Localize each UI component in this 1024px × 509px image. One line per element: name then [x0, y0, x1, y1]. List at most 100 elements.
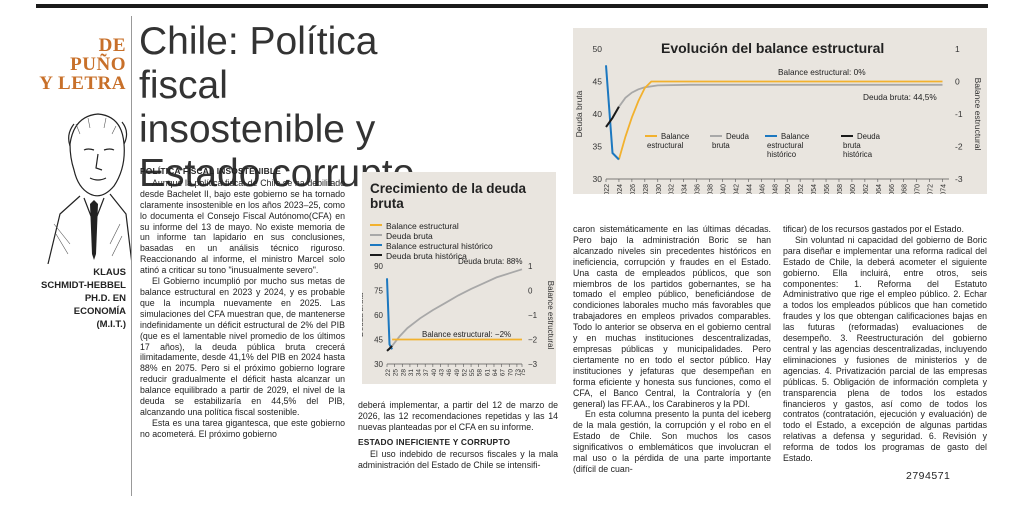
legend-item: Balance estructural histórico [370, 236, 493, 251]
x-tick-label: 25 [393, 369, 400, 377]
chart-annotation: Balance estructural: −2% [422, 330, 511, 339]
y-right-axis-title: Balance estructural [973, 78, 983, 151]
x-tick-label: 75 [520, 369, 527, 377]
section-heading: ESTADO INEFICIENTE Y CORRUPTO [358, 436, 511, 447]
author-portrait [47, 113, 132, 264]
legend-swatch [370, 224, 382, 227]
structural-balance-chart: Evolución del balance estructural 50 45 40… [573, 28, 987, 194]
legend-label: histórico [767, 150, 797, 159]
section-label-line: Y LETRA [39, 73, 126, 94]
x-tick-label: 2038 [708, 184, 715, 194]
legend-item: Balance estructural [370, 216, 493, 231]
legend-swatch [370, 254, 382, 257]
legend-label: estructural [647, 141, 684, 150]
legend-label: histórica [843, 150, 873, 159]
series-line-deuda-bruta-histórica [605, 106, 620, 128]
legend-label: Balance estructural histórico [386, 241, 493, 251]
legend-label: Deuda [726, 132, 750, 141]
legend-label: bruta [712, 141, 730, 150]
paragraph: tificar) de los recursos gastados por el… [783, 224, 964, 234]
x-tick-label: 49 [454, 369, 461, 377]
legend-label: Deuda bruta [386, 231, 433, 241]
y-left-tick-label: 40 [593, 109, 603, 119]
x-tick-label: 2034 [682, 184, 689, 194]
legend-label: estructural [767, 141, 804, 150]
y-right-tick-label: 0 [955, 77, 960, 87]
x-tick-label: 2074 [941, 184, 948, 194]
series-line-balance-estructural-histórico [386, 278, 393, 350]
x-tick-label: 2046 [759, 184, 766, 194]
author-name: SCHMIDT-HEBBEL [41, 280, 126, 291]
chart-annotation: Deuda bruta: 44,5% [863, 92, 937, 102]
paragraph: El uso indebido de recursos fiscales y l… [358, 448, 558, 470]
article-column-3: caron sistemáticamente en las últimas dé… [573, 224, 771, 475]
article-title: Chile: Política fiscal insostenible y Es… [139, 20, 415, 195]
legend-label: Balance [661, 132, 689, 141]
paragraph: Sin voluntad ni capacidad del gobierno d… [783, 234, 987, 464]
x-tick-label: 46 [446, 369, 453, 377]
x-tick-label: 2060 [850, 184, 857, 194]
series-line-balance-estructural-histórico [605, 65, 620, 161]
section-heading: POLÍTICA FISCAL INSOSTENIBLE [140, 166, 282, 176]
x-tick-label: 61 [484, 369, 491, 377]
y-left-tick-label: 45 [374, 336, 383, 345]
y-left-tick-label: 90 [374, 262, 383, 271]
x-tick-label: 64 [492, 369, 499, 377]
chart-plot: 90 75 60 45 30 1 0 −1 −2 −3 22 25 28 31 34 37 40 43 46 49 52… [362, 257, 555, 377]
column-divider [131, 16, 132, 496]
x-tick-label: 31 [408, 369, 415, 377]
x-tick-label: 52 [461, 369, 468, 377]
x-tick-label: 2050 [785, 184, 792, 194]
x-tick-label: 28 [400, 369, 407, 377]
x-tick-label: 58 [477, 369, 484, 377]
chart-plot: 50 45 40 35 30 1 0 -1 -2 -3 2022 2024 2026 2028 2030 20… [574, 44, 983, 194]
legend-label: Deuda bruta histórica [386, 251, 467, 261]
chart-title: Evolución del balance estructural [661, 40, 885, 56]
y-right-tick-label: 1 [955, 44, 960, 54]
x-tick-label: 2044 [746, 184, 753, 194]
y-left-tick-label: 30 [374, 360, 383, 369]
x-tick-label: 2024 [617, 184, 624, 194]
y-left-tick-label: 45 [593, 77, 603, 87]
x-tick-label: 2040 [720, 184, 727, 194]
author-byline: KLAUS SCHMIDT-HEBBEL PH.D. EN ECONOMÍA (… [36, 266, 126, 331]
y-right-axis-title: Balance estructural [546, 281, 555, 350]
chart-annotation: Balance estructural: 0% [778, 67, 866, 77]
x-tick-label: 2028 [643, 184, 650, 194]
chart-title: Crecimiento de la deuda bruta [370, 181, 527, 211]
paragraph: deberá implementar, a partir del 12 de m… [358, 400, 558, 432]
x-tick-label: 2058 [837, 184, 844, 194]
paragraph: caron sistemáticamente en las últimas dé… [573, 224, 771, 409]
x-tick-label: 34 [416, 369, 423, 377]
y-right-tick-label: 0 [528, 287, 533, 296]
chart-legend: Balance estructural Deuda bruta Balance … [370, 216, 493, 261]
legend-label: Balance [781, 132, 809, 141]
article-column-2: deberá implementar, a partir del 12 de m… [358, 400, 558, 470]
section-label-line: PUÑO [70, 54, 126, 75]
x-tick-label: 55 [469, 369, 476, 377]
series-line-deuda-bruta [618, 83, 943, 108]
y-right-tick-label: 1 [528, 262, 533, 271]
x-tick-label: 2042 [733, 184, 740, 194]
x-tick-label: 43 [438, 369, 445, 377]
y-right-tick-label: −3 [528, 360, 538, 369]
top-rule [36, 4, 988, 8]
paragraph: Aunque la política fiscal de Chile se ha… [140, 177, 345, 276]
legend-label: bruta [843, 141, 861, 150]
legend-item: Deuda bruta histórica [370, 246, 493, 261]
x-tick-label: 70 [507, 369, 514, 377]
paragraph: En esta columna presento la punta del ic… [573, 409, 771, 474]
y-right-tick-label: -2 [955, 142, 963, 152]
archive-stamp: 2794571 [906, 470, 951, 482]
series-line-balance-estructural [618, 80, 943, 160]
y-right-tick-label: -1 [955, 109, 963, 119]
x-tick-label: 2032 [669, 184, 676, 194]
y-left-tick-label: 30 [593, 174, 603, 184]
x-tick-label: 2056 [824, 184, 831, 194]
y-left-tick-label: 75 [374, 287, 383, 296]
x-tick-label: 40 [431, 369, 438, 377]
y-left-axis-title: Deuda bruta [362, 292, 365, 337]
y-right-tick-label: −2 [528, 336, 538, 345]
x-tick-label: 2070 [915, 184, 922, 194]
y-left-tick-label: 60 [374, 311, 383, 320]
